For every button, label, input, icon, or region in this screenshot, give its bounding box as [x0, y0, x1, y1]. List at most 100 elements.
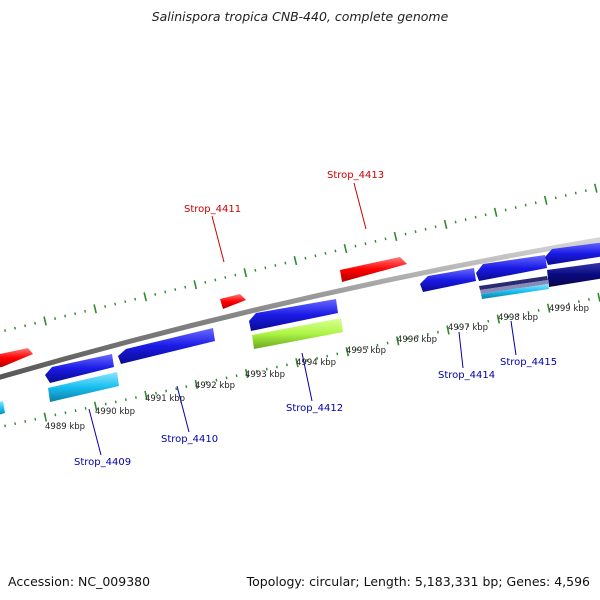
- minor-tick: [165, 291, 166, 294]
- gene-reverse-cyan-edge[interactable]: [0, 401, 5, 416]
- major-tick: [495, 208, 497, 217]
- minor-tick: [25, 420, 26, 423]
- major-tick: [294, 256, 296, 265]
- minor-tick: [35, 322, 36, 325]
- scale-label: 4998 kbp: [498, 313, 538, 323]
- scale-label: 4995 kbp: [346, 346, 386, 356]
- scale-label: 4996 kbp: [397, 335, 437, 345]
- minor-tick: [525, 204, 526, 207]
- minor-tick: [415, 230, 416, 233]
- minor-tick: [115, 303, 116, 306]
- major-tick: [144, 292, 146, 301]
- gene-forward[interactable]: [0, 348, 33, 368]
- minor-tick: [438, 331, 439, 334]
- gene-labels: Strop_4411 Strop_4413 Strop_4409 Strop_4410…: [74, 170, 557, 468]
- minor-tick: [405, 233, 406, 236]
- minor-tick: [325, 252, 326, 255]
- gene-label[interactable]: Strop_4410: [161, 434, 218, 445]
- minor-tick: [226, 377, 227, 380]
- minor-tick: [538, 309, 539, 312]
- gene-leader-line: [511, 321, 516, 355]
- minor-tick: [65, 411, 66, 414]
- minor-tick: [265, 267, 266, 270]
- minor-tick: [535, 201, 536, 204]
- accession-text: Accession: NC_009380: [8, 574, 150, 589]
- gene-navy-edge[interactable]: [547, 262, 600, 287]
- minor-tick: [305, 257, 306, 260]
- scale-label: 4999 kbp: [549, 304, 589, 314]
- gene-label[interactable]: Strop_4415: [500, 357, 557, 368]
- minor-tick: [215, 279, 216, 282]
- gene-leader-line: [459, 332, 463, 368]
- minor-tick: [116, 401, 117, 404]
- minor-tick: [375, 240, 376, 243]
- minor-tick: [505, 209, 506, 212]
- minor-tick: [277, 366, 278, 369]
- minor-tick: [15, 327, 16, 330]
- gene-label[interactable]: Strop_4409: [74, 457, 131, 468]
- minor-tick: [65, 315, 66, 318]
- minor-tick: [135, 298, 136, 301]
- minor-tick: [455, 221, 456, 224]
- minor-tick: [335, 250, 336, 253]
- minor-tick: [155, 293, 156, 296]
- minor-tick: [75, 409, 76, 412]
- minor-tick: [387, 342, 388, 345]
- major-tick: [595, 184, 597, 193]
- minor-tick: [35, 418, 36, 421]
- minor-tick: [5, 425, 6, 428]
- minor-tick: [575, 192, 576, 195]
- gene-leader-line: [354, 183, 366, 229]
- minor-tick: [185, 286, 186, 289]
- minor-tick: [75, 312, 76, 315]
- scale-label: 4992 kbp: [195, 381, 235, 391]
- gene-label[interactable]: Strop_4413: [327, 170, 384, 181]
- gene-strop-4411[interactable]: [220, 294, 246, 309]
- genome-map: 4989 kbp4990 kbp4991 kbp4992 kbp4993 kbp…: [0, 0, 600, 600]
- minor-tick: [125, 300, 126, 303]
- minor-tick: [485, 213, 486, 216]
- minor-tick: [585, 189, 586, 192]
- minor-tick: [337, 353, 338, 356]
- minor-tick: [55, 317, 56, 320]
- minor-tick: [287, 364, 288, 367]
- genome-summary-text: Topology: circular; Length: 5,183,331 bp…: [247, 574, 590, 589]
- scale-label: 4989 kbp: [45, 422, 85, 432]
- minor-tick: [55, 414, 56, 417]
- major-tick: [344, 244, 346, 253]
- minor-tick: [126, 398, 127, 401]
- minor-tick: [255, 269, 256, 272]
- minor-tick: [25, 324, 26, 327]
- minor-tick: [579, 300, 580, 303]
- minor-tick: [515, 206, 516, 209]
- minor-tick: [425, 228, 426, 231]
- gene-leader-line: [177, 386, 189, 432]
- minor-tick: [166, 390, 167, 393]
- minor-tick: [225, 276, 226, 279]
- gene-label[interactable]: Strop_4412: [286, 403, 343, 414]
- minor-tick: [475, 216, 476, 219]
- minor-tick: [5, 329, 6, 332]
- minor-tick: [176, 388, 177, 391]
- major-tick: [394, 232, 396, 241]
- minor-tick: [589, 298, 590, 301]
- minor-tick: [105, 305, 106, 308]
- major-tick: [44, 317, 46, 326]
- minor-tick: [465, 218, 466, 221]
- minor-tick: [385, 238, 386, 241]
- gene-leader-line: [212, 216, 224, 262]
- minor-tick: [175, 288, 176, 291]
- minor-tick: [105, 403, 106, 406]
- minor-tick: [488, 320, 489, 323]
- minor-tick: [236, 374, 237, 377]
- minor-tick: [235, 274, 236, 277]
- major-tick: [44, 413, 46, 422]
- major-tick: [194, 280, 196, 289]
- gene-label[interactable]: Strop_4411: [184, 204, 241, 215]
- major-tick: [545, 196, 547, 205]
- minor-tick: [15, 422, 16, 425]
- gene-label[interactable]: Strop_4414: [438, 370, 495, 381]
- minor-tick: [327, 355, 328, 358]
- minor-tick: [85, 407, 86, 410]
- minor-tick: [285, 262, 286, 265]
